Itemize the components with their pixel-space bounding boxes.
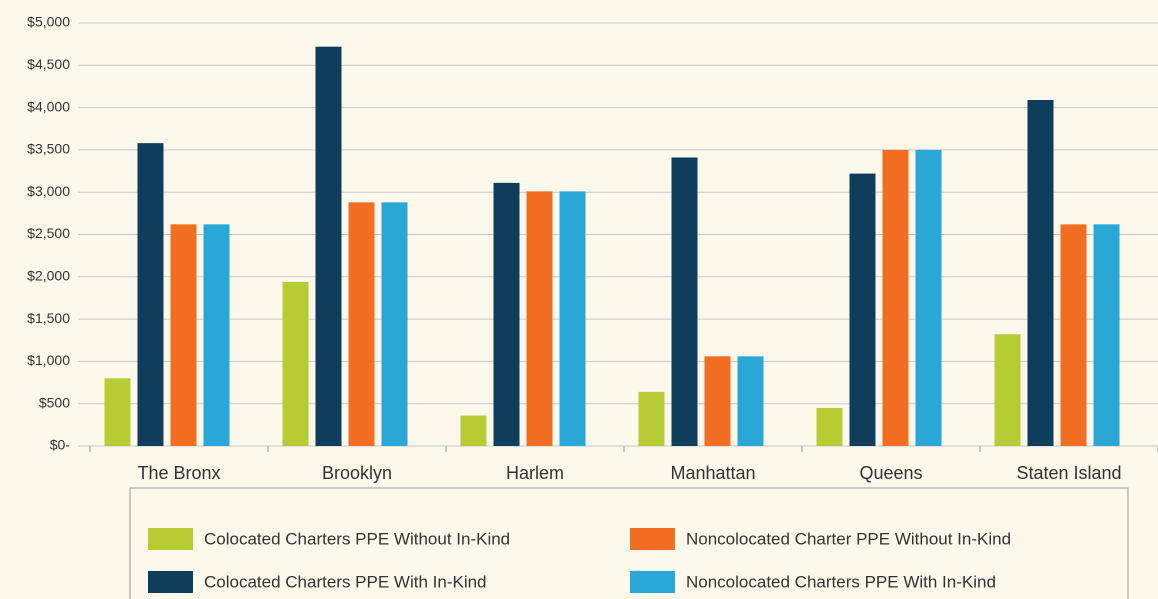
bar	[348, 202, 375, 446]
legend-label: Colocated Charters PPE With In-Kind	[204, 572, 487, 591]
bar	[994, 334, 1021, 446]
bar	[170, 224, 197, 446]
y-tick-label: $5,000	[27, 14, 70, 30]
x-tick-label: Harlem	[506, 463, 564, 483]
y-tick-label: $4,000	[27, 98, 70, 114]
bar	[460, 415, 487, 446]
bar	[915, 149, 942, 446]
bar	[704, 356, 731, 446]
y-tick-label: $3,000	[27, 183, 70, 199]
bar	[671, 157, 698, 447]
bar	[493, 182, 520, 447]
bar	[137, 143, 164, 446]
bar	[638, 391, 665, 446]
bar	[882, 149, 909, 446]
bar	[315, 46, 342, 447]
y-tick-label: $1,500	[27, 310, 70, 326]
bar	[737, 356, 764, 446]
bar	[849, 173, 876, 446]
y-tick-label: $2,500	[27, 225, 70, 241]
bar	[104, 378, 131, 446]
x-tick-label: The Bronx	[137, 463, 220, 483]
bar	[559, 191, 586, 446]
y-tick-label: $2,000	[27, 268, 70, 284]
legend-box	[129, 487, 1129, 599]
legend-label: Noncolocated Charter PPE Without In-Kind	[686, 529, 1011, 548]
bar	[1060, 224, 1087, 446]
bar	[816, 407, 843, 446]
x-tick-label: Manhattan	[670, 463, 755, 483]
legend-label: Colocated Charters PPE Without In-Kind	[204, 529, 510, 548]
y-tick-label: $0-	[50, 437, 71, 453]
x-tick-label: Staten Island	[1016, 463, 1121, 483]
bar	[526, 191, 553, 446]
bar	[381, 202, 408, 446]
x-tick-label: Brooklyn	[322, 463, 392, 483]
y-tick-label: $4,500	[27, 56, 70, 72]
y-tick-label: $500	[39, 394, 70, 410]
bar	[1093, 224, 1120, 446]
y-tick-label: $3,500	[27, 141, 70, 157]
legend-swatch	[148, 528, 193, 550]
bar	[1027, 99, 1054, 447]
legend-swatch	[148, 571, 193, 593]
bar	[282, 281, 309, 446]
legend-swatch	[630, 571, 675, 593]
bar	[203, 224, 230, 446]
legend-label: Noncolocated Charters PPE With In-Kind	[686, 572, 996, 591]
legend-swatch	[630, 528, 675, 550]
y-tick-label: $1,000	[27, 352, 70, 368]
x-tick-label: Queens	[859, 463, 922, 483]
